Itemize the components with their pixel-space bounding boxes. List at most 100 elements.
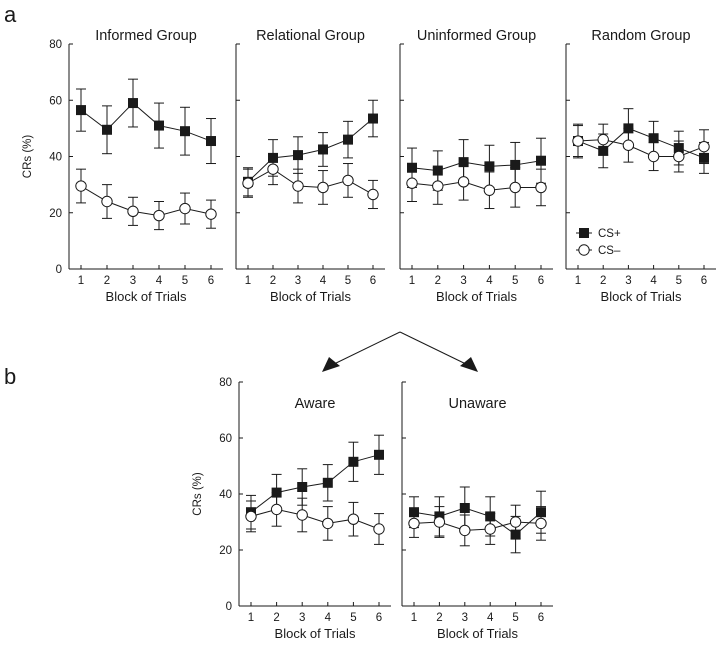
chart-aware-series-cs-plus-line xyxy=(250,454,380,513)
chart-unaware-xtick-label-4: 4 xyxy=(487,612,494,624)
chart-informed-group-ytick-label-60: 60 xyxy=(49,95,62,107)
chart-uninformed-group-series-cs-minus-point-4 xyxy=(483,184,496,196)
chart-uninformed-group-xtick-label-1: 1 xyxy=(409,275,415,287)
chart-random-group-xlabel: Block of Trials xyxy=(601,289,682,304)
chart-random-group-xtick-label-4: 4 xyxy=(650,275,657,287)
chart-aware-xtick-label-3: 3 xyxy=(299,612,305,624)
chart-unaware-series-cs-minus-point-2 xyxy=(433,516,446,528)
chart-informed-group-xtick-label-5: 5 xyxy=(182,275,188,287)
chart-uninformed-group-series-cs-plus-point-5 xyxy=(510,159,521,170)
chart-random-group-series-cs-minus-point-6 xyxy=(698,140,710,153)
chart-random-group-title: Random Group xyxy=(591,28,690,44)
chart-aware-series-cs-plus-point-5 xyxy=(348,456,359,467)
chart-aware-ytick-label-40: 40 xyxy=(219,489,232,501)
chart-aware-ytick-label-60: 60 xyxy=(219,433,232,445)
chart-aware-title: Aware xyxy=(295,396,336,412)
chart-unaware-series-cs-minus-point-1 xyxy=(408,517,420,530)
chart-uninformed-group-title: Uninformed Group xyxy=(417,28,536,44)
chart-unaware: 1 2 3 4 5 6 Block of Trials Unaware xyxy=(401,381,553,641)
chart-uninformed-group-series-cs-minus-point-1 xyxy=(406,177,418,189)
chart-informed-group-series-cs-minus-point-1 xyxy=(75,180,87,192)
chart-random-group-series-cs-minus-point-1 xyxy=(572,135,584,147)
chart-informed-group-ytick-label-80: 80 xyxy=(49,39,62,51)
chart-random-group-series-cs-minus xyxy=(572,123,710,173)
chart-informed-group-series-cs-minus xyxy=(75,168,217,231)
chart-informed-group-series-cs-minus-line xyxy=(80,185,212,217)
chart-random-group-xtick-label-2: 2 xyxy=(600,275,606,287)
chart-informed-group-series-cs-plus-point-6 xyxy=(206,136,216,147)
chart-informed-group-series-cs-minus-point-5 xyxy=(179,202,191,215)
chart-uninformed-group-xtick-label-6: 6 xyxy=(538,275,544,287)
chart-uninformed-group-series-cs-plus-line xyxy=(411,160,542,172)
chart-relational-group: 1 2 3 4 5 6 Block of Trials Relational Group xyxy=(235,28,385,304)
arrow-right-line xyxy=(399,331,471,367)
chart-uninformed-group-xtick-label-3: 3 xyxy=(460,275,466,287)
chart-random-group-series-cs-plus-point-4 xyxy=(648,133,659,144)
chart-relational-group-series-cs-plus-point-5 xyxy=(343,134,353,145)
arrow-right-head xyxy=(460,357,478,372)
legend-marker-cs-minus xyxy=(578,244,590,256)
chart-uninformed-group-series-cs-minus-point-2 xyxy=(432,180,444,192)
chart-relational-group-series-cs-minus-point-1 xyxy=(242,177,254,189)
chart-informed-group-series-cs-plus-point-1 xyxy=(76,105,86,116)
chart-unaware-series-cs-minus-point-3 xyxy=(459,524,471,537)
chart-uninformed-group-series-cs-minus-point-5 xyxy=(509,181,521,194)
arrow-left-head xyxy=(322,357,340,372)
chart-aware-ytick-label-20: 20 xyxy=(219,545,232,557)
chart-informed-group-series-cs-plus-point-3 xyxy=(128,98,138,109)
chart-unaware-series-cs-minus-point-4 xyxy=(484,523,496,535)
chart-uninformed-group-series-cs-minus xyxy=(406,163,547,210)
chart-uninformed-group-series-cs-plus-point-4 xyxy=(484,161,495,172)
legend-label-cs-plus: CS+ xyxy=(598,228,621,240)
chart-unaware-series-cs-minus xyxy=(408,504,547,547)
chart-relational-group-series-cs-minus-line xyxy=(247,168,374,195)
chart-aware-series-cs-minus-point-1 xyxy=(245,510,257,523)
chart-relational-group-series-cs-plus xyxy=(243,99,378,197)
chart-relational-group-series-cs-minus-point-3 xyxy=(292,180,304,192)
chart-informed-group-xlabel: Block of Trials xyxy=(106,289,187,304)
chart-informed-group-xtick-label-4: 4 xyxy=(156,275,163,287)
chart-aware-series-cs-minus-point-4 xyxy=(322,517,334,530)
chart-uninformed-group-series-cs-minus-point-6 xyxy=(535,181,547,194)
chart-unaware-xtick-label-2: 2 xyxy=(436,612,442,624)
chart-informed-group-xtick-label-2: 2 xyxy=(104,275,110,287)
chart-aware-xtick-label-2: 2 xyxy=(273,612,279,624)
chart-informed-group-series-cs-minus-point-2 xyxy=(101,195,113,208)
chart-random-group-series-cs-minus-point-2 xyxy=(597,133,609,146)
chart-uninformed-group-xtick-label-2: 2 xyxy=(435,275,441,287)
chart-unaware-xtick-label-1: 1 xyxy=(411,612,417,624)
chart-informed-group-series-cs-plus-point-4 xyxy=(154,120,164,131)
chart-aware-series-cs-minus xyxy=(245,492,385,545)
chart-informed-group-xtick-label-1: 1 xyxy=(78,275,84,287)
chart-relational-group-series-cs-plus-point-4 xyxy=(318,144,328,155)
chart-aware-series-cs-minus-line xyxy=(250,508,380,530)
chart-random-group-legend: CS+ CS– xyxy=(576,228,621,257)
chart-random-group-series-cs-minus-point-4 xyxy=(647,150,660,163)
chart-random-group-xtick-label-5: 5 xyxy=(676,275,682,287)
chart-relational-group-xlabel: Block of Trials xyxy=(270,289,351,304)
split-arrows xyxy=(322,331,478,372)
chart-relational-group-series-cs-plus-point-6 xyxy=(368,113,378,124)
chart-uninformed-group-series-cs-plus xyxy=(407,137,546,191)
chart-relational-group-xtick-label-6: 6 xyxy=(370,275,376,287)
chart-aware-series-cs-minus-point-6 xyxy=(373,523,385,535)
chart-informed-group-ylabel: CRs (%) xyxy=(22,135,34,179)
chart-informed-group-series-cs-minus-point-4 xyxy=(153,209,165,222)
chart-aware-series-cs-plus-point-4 xyxy=(322,477,333,488)
chart-aware-series-cs-minus-point-2 xyxy=(270,503,283,516)
chart-relational-group-series-cs-minus-point-5 xyxy=(342,174,354,187)
chart-aware-xtick-label-6: 6 xyxy=(376,612,382,624)
chart-relational-group-xtick-label-3: 3 xyxy=(295,275,301,287)
chart-informed-group-ytick-label-40: 40 xyxy=(49,152,62,164)
panel-label-a: a xyxy=(4,2,17,27)
chart-informed-group-series-cs-plus-line xyxy=(80,102,212,142)
chart-aware-xtick-label-4: 4 xyxy=(325,612,332,624)
chart-informed-group-series-cs-minus-point-3 xyxy=(127,205,139,218)
legend-label-cs-minus: CS– xyxy=(598,245,621,257)
chart-random-group-xtick-label-3: 3 xyxy=(625,275,631,287)
chart-uninformed-group-series-cs-minus-point-3 xyxy=(457,176,470,188)
panel-label-b: b xyxy=(4,364,16,389)
chart-unaware-series-cs-plus-point-3 xyxy=(459,503,470,513)
chart-aware-series-cs-plus xyxy=(246,434,384,530)
